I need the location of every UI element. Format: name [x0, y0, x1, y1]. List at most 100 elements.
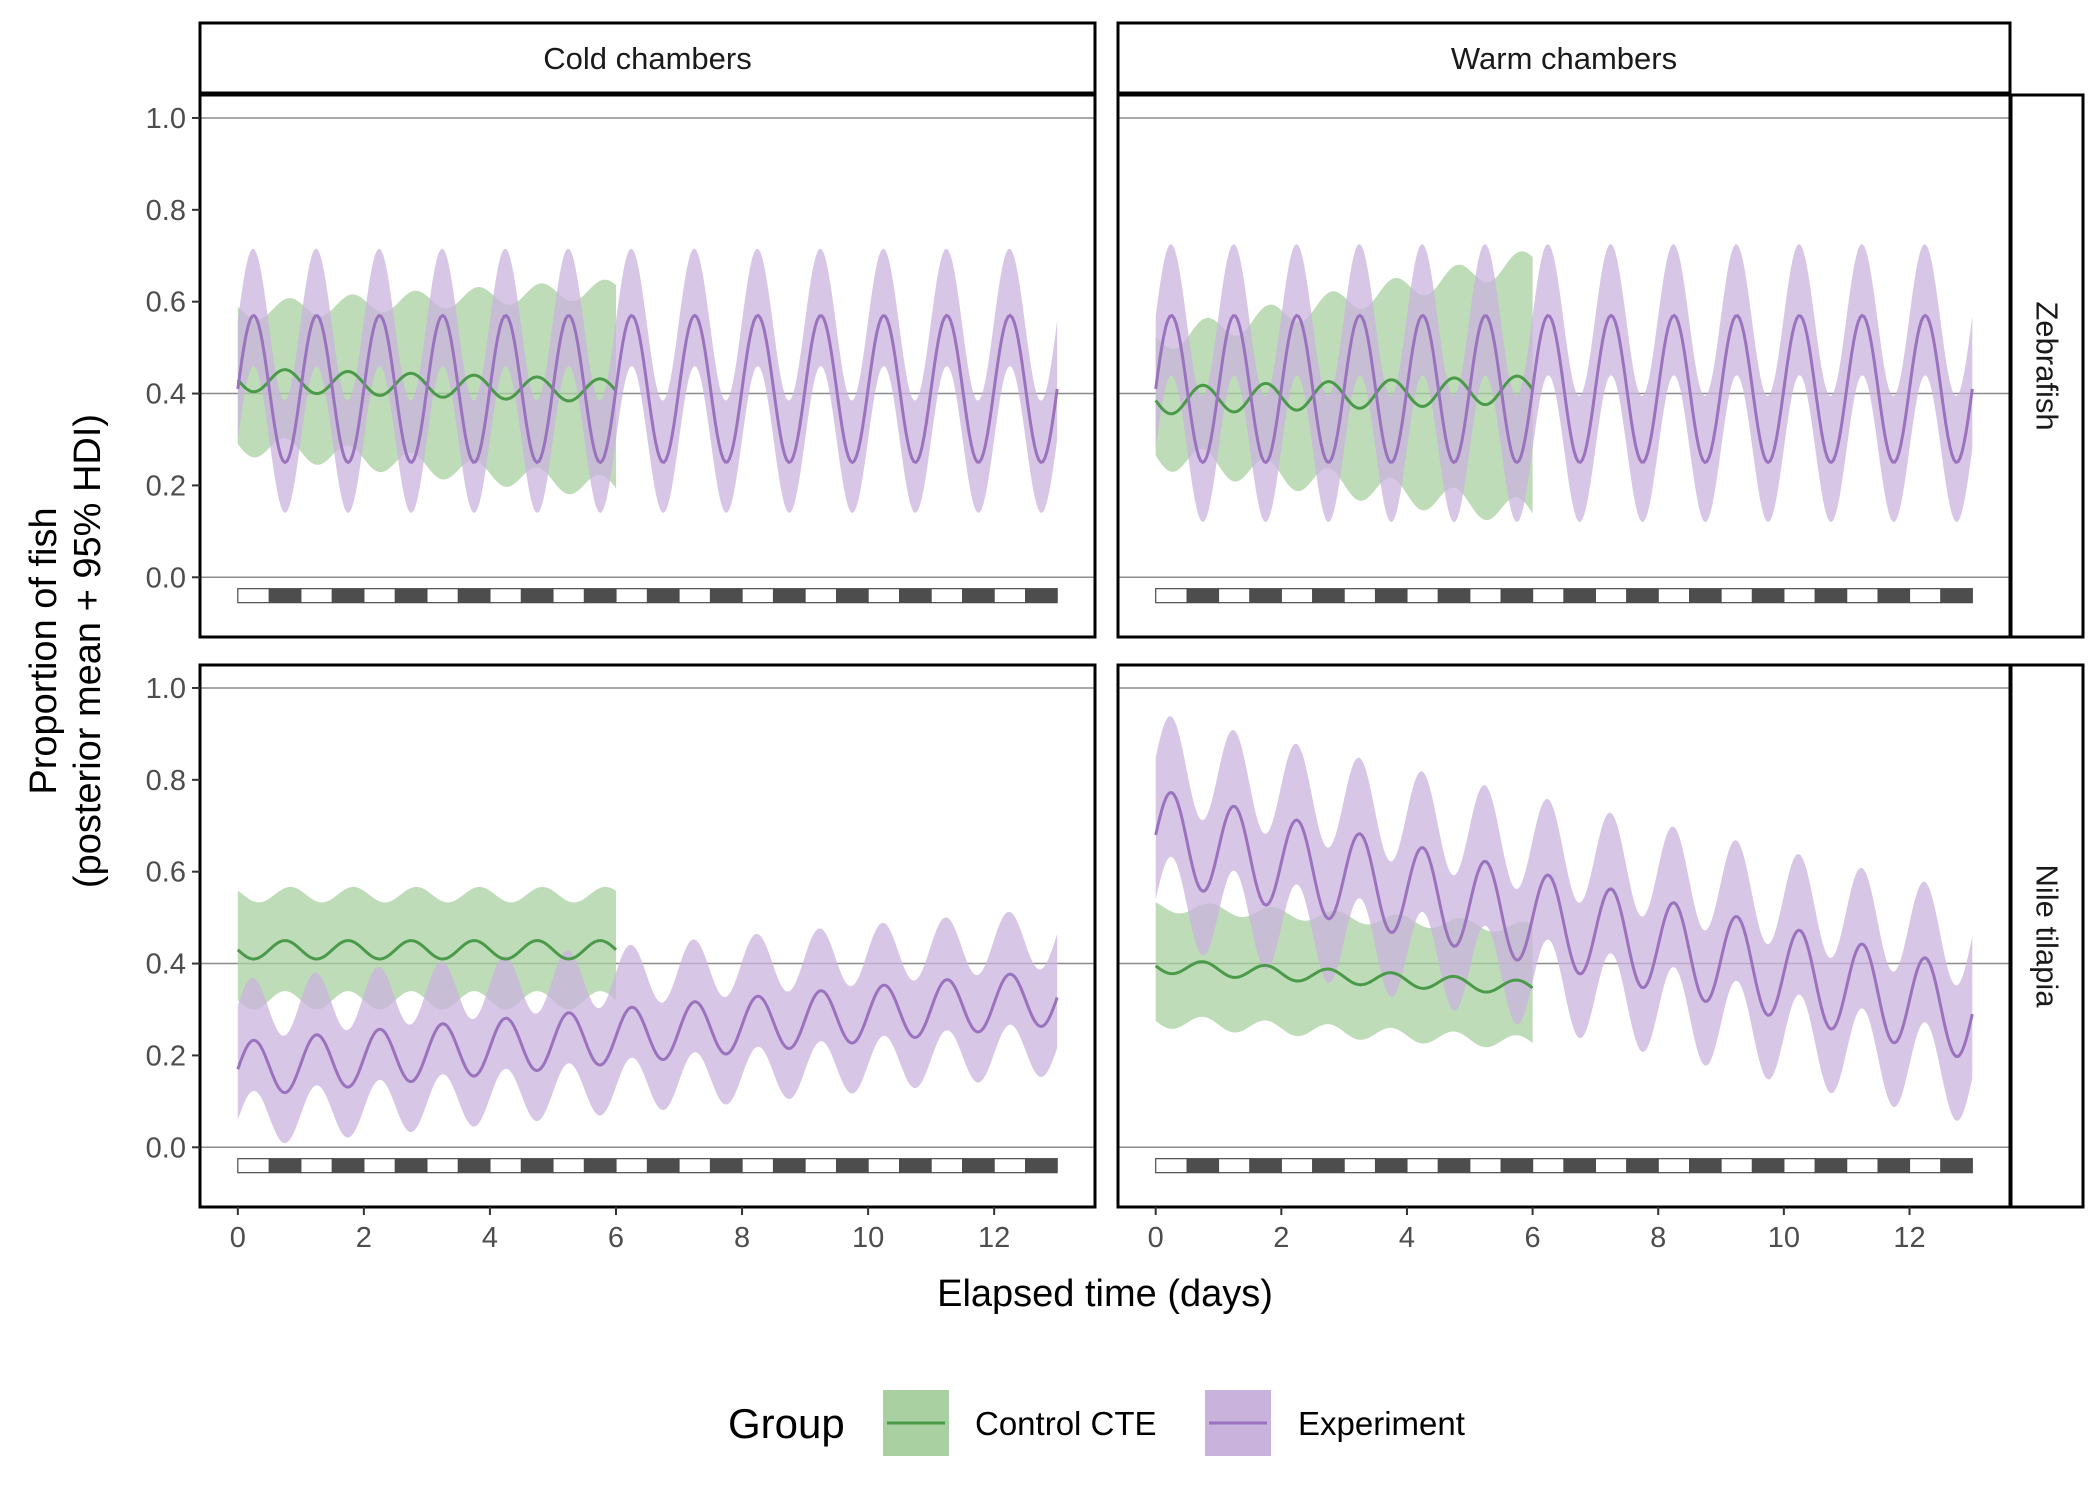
- y-tick-label: 0.0: [146, 562, 186, 594]
- light-dark-segment: [583, 1158, 617, 1174]
- light-dark-segment: [426, 1158, 460, 1174]
- light-dark-segment: [867, 1158, 901, 1174]
- row-strip: [2009, 663, 2085, 1209]
- series-line: [1154, 960, 1534, 994]
- light-dark-segment: [1940, 588, 1973, 604]
- light-dark-segment: [1657, 588, 1691, 604]
- column-strip-label: Warm chambers: [1451, 41, 1677, 76]
- panel-1-0: 0.0 0.2 0.4 0.6 0.8 1.0 0 2 4 6 8 10 12: [146, 663, 1097, 1254]
- light-dark-segment: [1846, 588, 1879, 604]
- x-tick-label: 10: [1768, 1222, 1800, 1254]
- light-dark-segment: [583, 588, 617, 604]
- light-dark-segment: [1940, 1158, 1973, 1174]
- light-dark-segment: [1877, 588, 1911, 604]
- light-dark-segment: [615, 1158, 649, 1174]
- y-axis-title: Proportion of fish(posterior mean + 95% …: [23, 414, 109, 888]
- series-line: [236, 313, 1059, 465]
- hdi-band: [237, 911, 1058, 1144]
- light-dark-segment: [1155, 588, 1188, 604]
- y-tick-label: 0.6: [146, 287, 186, 319]
- y-tick-label: 0.2: [146, 470, 186, 502]
- x-tick-label: 4: [482, 1222, 498, 1254]
- light-dark-segment: [457, 588, 491, 604]
- light-dark-segment: [1846, 1158, 1879, 1174]
- light-dark-segment: [489, 588, 523, 604]
- light-dark-segment: [930, 588, 964, 604]
- light-dark-segment: [1374, 588, 1408, 604]
- light-dark-segment: [962, 1158, 995, 1174]
- light-dark-segment: [1783, 588, 1816, 604]
- light-dark-segment: [331, 1158, 365, 1174]
- light-dark-segment: [1437, 1158, 1471, 1174]
- panel-border: [1116, 663, 2012, 1209]
- light-dark-segment: [1469, 1158, 1502, 1174]
- y-tick-label: 0.6: [146, 857, 186, 889]
- light-dark-segment: [930, 1158, 964, 1174]
- light-dark-segment: [1280, 1158, 1314, 1174]
- panel-content: [236, 248, 1059, 513]
- light-dark-segment: [804, 588, 838, 604]
- light-dark-segment: [646, 588, 680, 604]
- y-axis-title-line2: (posterior mean + 95% HDI): [67, 414, 109, 888]
- light-dark-segment: [1343, 1158, 1377, 1174]
- light-dark-segment: [1249, 1158, 1282, 1174]
- light-dark-segment: [1626, 1158, 1659, 1174]
- light-dark-segment: [867, 588, 901, 604]
- light-dark-segment: [772, 1158, 806, 1174]
- panel-border: [198, 93, 1097, 639]
- x-tick-label: 10: [852, 1222, 884, 1254]
- light-dark-segment: [363, 1158, 396, 1174]
- light-dark-segment: [1563, 588, 1597, 604]
- light-dark-segment: [1657, 1158, 1691, 1174]
- light-dark-segment: [1469, 588, 1502, 604]
- legend-label: Experiment: [1298, 1405, 1465, 1442]
- light-dark-segment: [1908, 588, 1942, 604]
- panel-0-0: 0.0 0.2 0.4 0.6 0.8 1.0: [146, 93, 1097, 639]
- light-dark-segment: [363, 588, 396, 604]
- light-dark-segment: [1217, 1158, 1251, 1174]
- row-strip-label: Zebrafish: [2030, 301, 2065, 430]
- light-dark-segment: [899, 588, 932, 604]
- light-dark-segment: [1374, 1158, 1408, 1174]
- x-tick-label: 12: [978, 1222, 1010, 1254]
- y-tick-label: 1.0: [146, 673, 186, 705]
- x-tick-label: 2: [1273, 1222, 1289, 1254]
- column-strip-label: Cold chambers: [543, 41, 751, 76]
- light-dark-segment: [1877, 1158, 1911, 1174]
- column-strip: [198, 21, 1097, 95]
- light-dark-segment: [1783, 1158, 1816, 1174]
- y-tick-label: 1.0: [146, 103, 186, 135]
- light-dark-segment: [520, 588, 554, 604]
- y-axis-title-line1: Proportion of fish: [23, 507, 65, 794]
- x-tick-label: 8: [1650, 1222, 1666, 1254]
- light-dark-segment: [1531, 1158, 1565, 1174]
- panel-border: [1116, 93, 2012, 639]
- light-dark-segment: [300, 1158, 333, 1174]
- y-tick-label: 0.0: [146, 1132, 186, 1164]
- light-dark-segment: [772, 588, 806, 604]
- light-dark-segment: [835, 1158, 869, 1174]
- series-line: [1154, 313, 1974, 465]
- panel-1-1: 0 2 4 6 8 10 12: [1116, 663, 2012, 1254]
- light-dark-segment: [237, 588, 270, 604]
- light-dark-segment: [804, 1158, 838, 1174]
- light-dark-segment: [520, 1158, 554, 1174]
- light-dark-segment: [1186, 588, 1220, 604]
- light-dark-segment: [1343, 588, 1377, 604]
- light-dark-segment: [1155, 1158, 1188, 1174]
- panel-0-1: [1116, 93, 2012, 639]
- x-tick-label: 12: [1893, 1222, 1925, 1254]
- column-strip: [1116, 21, 2012, 95]
- light-dark-segment: [426, 588, 460, 604]
- panel-content: [236, 886, 1059, 1144]
- light-dark-segment: [1500, 588, 1534, 604]
- light-dark-segment: [1689, 1158, 1722, 1174]
- light-dark-segment: [1908, 1158, 1942, 1174]
- row-strip: [2009, 93, 2085, 639]
- panel-content: [1154, 716, 1974, 1121]
- panel-border: [198, 663, 1097, 1209]
- series-line: [236, 939, 617, 961]
- light-dark-segment: [1594, 1158, 1628, 1174]
- light-dark-segment: [457, 1158, 491, 1174]
